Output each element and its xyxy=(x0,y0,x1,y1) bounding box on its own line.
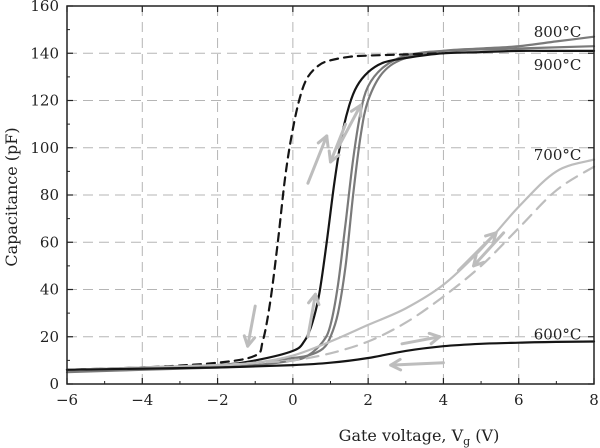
hysteresis-arrow xyxy=(327,122,348,164)
temperature-label: 900°C xyxy=(534,56,582,74)
x-tick-label: −2 xyxy=(207,391,229,409)
x-axis-label-main: Gate voltage, V xyxy=(339,426,464,445)
y-tick-label: 60 xyxy=(40,233,59,251)
hysteresis-arrow xyxy=(336,103,363,150)
y-tick-label: 100 xyxy=(30,139,59,157)
y-tick-label: 140 xyxy=(30,44,59,62)
x-tick-label: 8 xyxy=(589,391,599,409)
tick-group xyxy=(66,5,595,385)
temperature-label: 800°C xyxy=(534,23,582,41)
x-tick-label: 0 xyxy=(288,391,298,409)
series-line-3 xyxy=(65,52,445,371)
series-line-0 xyxy=(65,35,596,371)
y-tick-label: 40 xyxy=(40,281,59,299)
x-tick-label: 4 xyxy=(439,391,449,409)
x-tick-label: −6 xyxy=(56,391,78,409)
y-tick-label: 160 xyxy=(30,0,59,15)
hysteresis-arrow xyxy=(306,292,321,339)
y-tick-label: 20 xyxy=(40,328,59,346)
series-line-6 xyxy=(65,340,596,371)
x-axis-label: Gate voltage, Vg (V) xyxy=(339,426,500,448)
x-axis-label-unit: (V) xyxy=(470,426,499,445)
x-tick-label: 6 xyxy=(514,391,524,409)
y-tick-label: 0 xyxy=(49,375,59,393)
hysteresis-arrow xyxy=(472,231,506,268)
temperature-label: 700°C xyxy=(534,146,582,164)
hysteresis-arrow xyxy=(400,331,442,346)
hysteresis-arrow xyxy=(306,134,330,185)
y-tick-label: 120 xyxy=(30,92,59,110)
hysteresis-arrow xyxy=(242,304,257,348)
series-group xyxy=(65,35,596,374)
series-line-5 xyxy=(65,165,596,371)
y-axis-label: Capacitance (pF) xyxy=(2,127,21,266)
annotation-group: 800°C 900°C 700°C 600°C xyxy=(534,23,582,343)
temperature-label: 600°C xyxy=(534,325,582,343)
arrow-group xyxy=(242,103,506,372)
y-tick-label: 80 xyxy=(40,186,59,204)
x-tick-label: 2 xyxy=(363,391,373,409)
hysteresis-arrow xyxy=(389,357,445,372)
x-axis-label-subscript: g xyxy=(463,435,470,448)
hysteresis-arrow xyxy=(456,231,498,273)
grid-lines xyxy=(67,6,594,384)
x-tick-label: −4 xyxy=(131,391,153,409)
